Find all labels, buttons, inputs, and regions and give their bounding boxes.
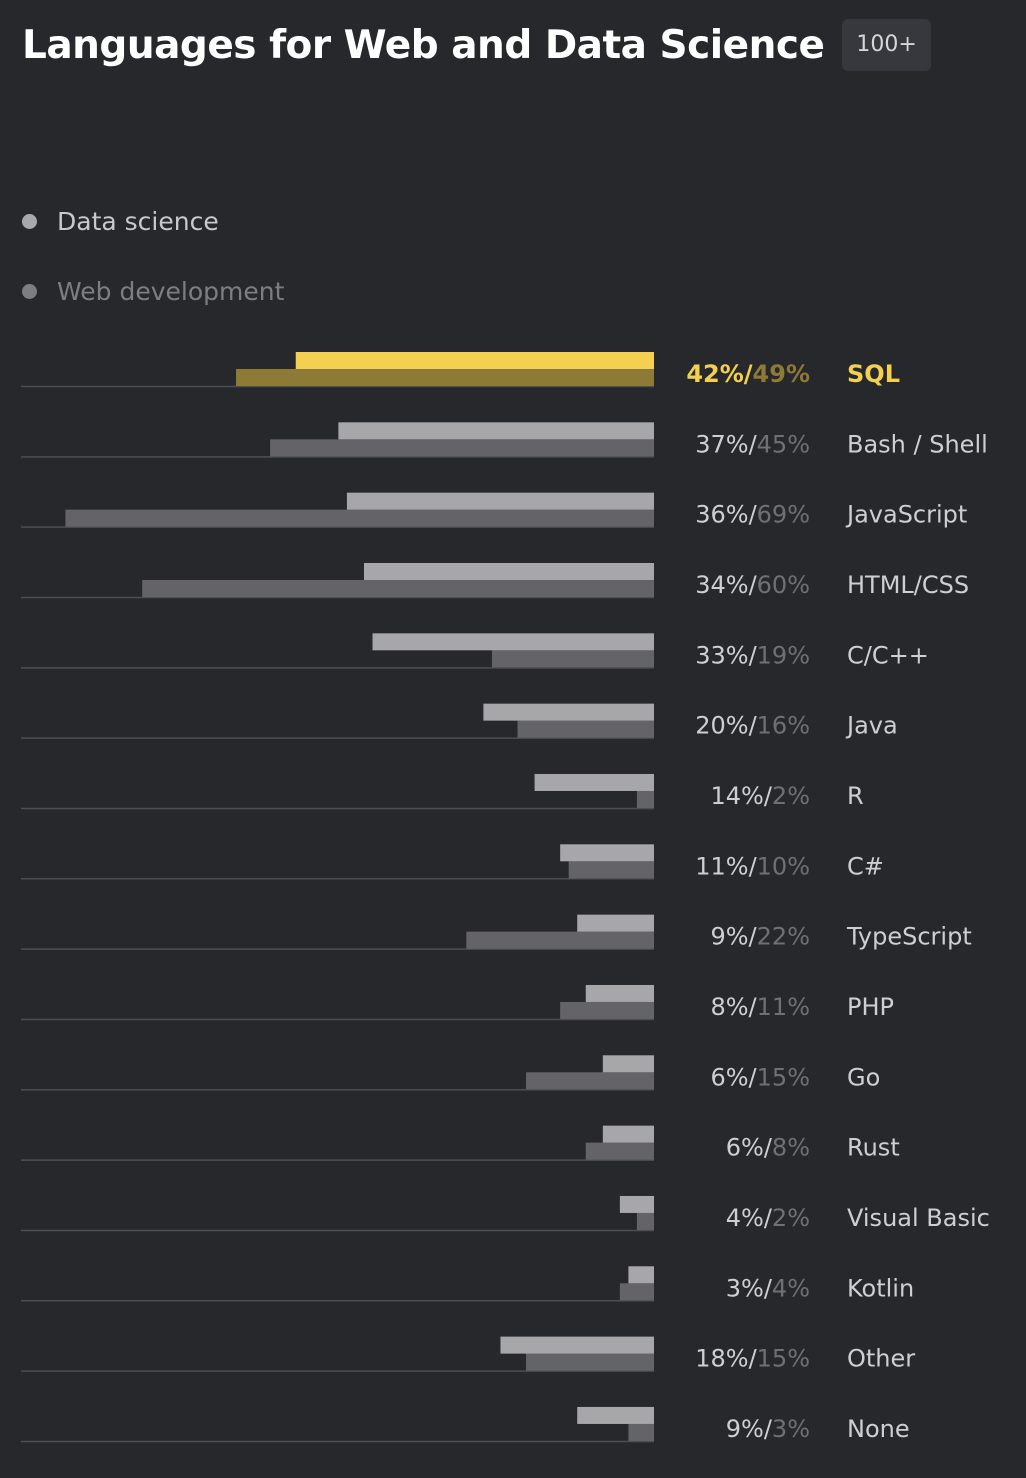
ds-bar-html-css: [363, 562, 654, 580]
legend: Data science Web development: [22, 204, 284, 308]
ds-bar-php: [585, 984, 654, 1002]
ds-bar-java: [483, 703, 654, 721]
category-label-c: C#: [847, 852, 884, 880]
ds-bar-visual-basic: [619, 1195, 654, 1213]
legend-label-web-development: Web development: [57, 276, 285, 306]
legend-label-data-science: Data science: [57, 206, 219, 236]
respondent-count-badge: 100+: [842, 19, 931, 71]
ds-bar-sql: [295, 352, 654, 369]
category-label-visual-basic: Visual Basic: [847, 1204, 990, 1232]
value-label-java: 20%/16%: [695, 712, 810, 740]
legend-item-web-development[interactable]: Web development: [22, 274, 284, 308]
value-label-html-css: 34%/60%: [695, 571, 810, 599]
ds-bar-javascript: [346, 492, 654, 510]
web-bar-javascript: [65, 509, 655, 527]
value-label-r: 14%/2%: [710, 782, 810, 810]
value-label-rust: 6%/8%: [726, 1134, 810, 1162]
legend-item-data-science[interactable]: Data science: [22, 204, 284, 238]
web-bar-visual-basic: [636, 1212, 654, 1230]
value-label-sql: 42%/49%: [686, 360, 810, 388]
legend-dot-icon: [22, 283, 37, 299]
category-label-go: Go: [847, 1063, 880, 1091]
ds-bar-kotlin: [628, 1266, 654, 1284]
category-label-kotlin: Kotlin: [847, 1274, 914, 1302]
web-bar-php: [560, 1001, 654, 1019]
web-bar-rust: [585, 1142, 654, 1160]
web-bar-kotlin: [619, 1283, 654, 1301]
chart-title: Languages for Web and Data Science: [22, 22, 825, 68]
ds-bar-typescript: [577, 914, 654, 932]
category-label-java: Java: [845, 712, 898, 740]
ds-bar-go: [602, 1055, 654, 1073]
value-label-typescript: 9%/22%: [710, 923, 810, 951]
web-bar-html-css: [142, 579, 654, 597]
category-label-typescript: TypeScript: [846, 923, 972, 951]
value-label-bash-shell: 37%/45%: [695, 430, 810, 458]
ds-bar-c: [560, 844, 654, 862]
web-bar-sql: [236, 369, 654, 386]
ds-bar-none: [577, 1406, 654, 1424]
ds-bar-bash-shell: [338, 422, 654, 440]
category-label-html-css: HTML/CSS: [847, 571, 969, 599]
web-bar-typescript: [466, 931, 654, 949]
category-label-sql: SQL: [847, 360, 900, 388]
legend-dot-icon: [22, 213, 37, 229]
web-bar-other: [526, 1353, 654, 1371]
value-label-go: 6%/15%: [710, 1063, 810, 1091]
web-bar-bash-shell: [270, 439, 654, 457]
value-label-kotlin: 3%/4%: [726, 1274, 810, 1302]
web-bar-none: [628, 1423, 654, 1441]
category-label-r: R: [847, 782, 864, 810]
category-label-none: None: [847, 1415, 910, 1443]
category-label-rust: Rust: [847, 1134, 900, 1162]
category-label-other: Other: [847, 1345, 915, 1373]
value-label-c-c: 33%/19%: [695, 641, 810, 669]
category-label-c-c: C/C++: [847, 641, 929, 669]
value-label-c: 11%/10%: [695, 852, 810, 880]
category-label-bash-shell: Bash / Shell: [847, 430, 988, 458]
value-label-visual-basic: 4%/2%: [726, 1204, 810, 1232]
web-bar-c: [568, 861, 654, 879]
category-label-php: PHP: [847, 993, 894, 1021]
ds-bar-other: [500, 1336, 654, 1354]
value-label-other: 18%/15%: [695, 1345, 810, 1373]
web-bar-go: [526, 1072, 654, 1090]
value-label-php: 8%/11%: [710, 993, 810, 1021]
web-bar-java: [517, 720, 654, 738]
ds-bar-r: [534, 773, 654, 791]
ds-bar-c-c: [372, 633, 654, 651]
ds-bar-rust: [602, 1125, 654, 1143]
web-bar-c-c: [491, 650, 654, 668]
web-bar-r: [636, 790, 654, 808]
category-label-javascript: JavaScript: [845, 501, 967, 529]
value-label-javascript: 36%/69%: [695, 501, 810, 529]
chart-header: Languages for Web and Data Science 100+: [22, 18, 931, 72]
value-label-none: 9%/3%: [726, 1415, 810, 1443]
